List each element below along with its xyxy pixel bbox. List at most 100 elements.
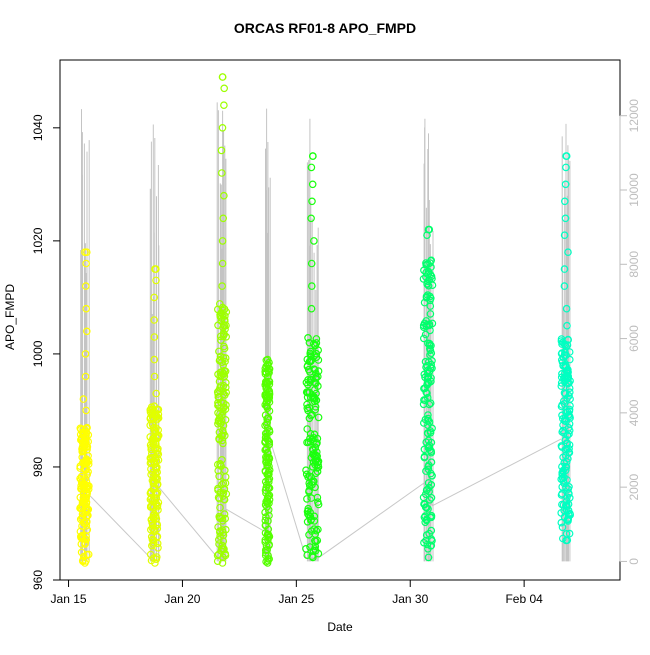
data-point — [214, 466, 223, 475]
data-point — [565, 379, 573, 387]
data-point — [218, 282, 226, 290]
data-point — [558, 462, 566, 471]
data-point — [562, 304, 571, 313]
data-point — [565, 444, 573, 453]
data-point — [424, 416, 433, 425]
data-point — [314, 413, 323, 422]
data-point — [214, 493, 223, 502]
data-point — [84, 550, 93, 559]
data-point — [421, 490, 430, 499]
data-point — [305, 472, 314, 481]
data-point — [220, 84, 229, 93]
data-point — [420, 538, 428, 547]
data-point — [264, 517, 272, 525]
data-point — [150, 333, 159, 341]
data-point — [313, 372, 322, 381]
data-point — [425, 483, 433, 492]
data-point — [423, 429, 432, 437]
y2-tick-label: 2000 — [627, 473, 641, 500]
data-point — [150, 372, 159, 381]
data-point — [427, 493, 436, 502]
data-point — [307, 304, 316, 313]
data-point — [220, 344, 229, 353]
data-point — [427, 272, 436, 281]
data-point — [302, 466, 310, 475]
data-point — [219, 390, 228, 399]
data-point — [81, 466, 90, 474]
data-point — [82, 282, 90, 290]
data-point — [422, 292, 431, 301]
data-point — [215, 347, 223, 356]
data-point — [313, 452, 322, 461]
data-point — [420, 319, 429, 328]
data-point — [423, 369, 432, 378]
data-point — [82, 406, 90, 415]
data-point — [304, 406, 312, 415]
data-point — [309, 477, 318, 486]
data-point — [146, 441, 155, 449]
data-point — [423, 378, 432, 386]
y-tick-label: 1040 — [31, 114, 45, 141]
data-point — [264, 491, 273, 500]
data-point — [150, 477, 159, 486]
data-point — [218, 544, 226, 553]
data-point — [219, 404, 228, 412]
data-point — [565, 384, 574, 393]
data-point — [217, 419, 225, 428]
data-point — [79, 395, 88, 403]
data-point — [152, 555, 161, 564]
data-point — [304, 333, 312, 342]
data-point — [78, 512, 87, 521]
data-point — [263, 372, 272, 381]
data-point — [421, 396, 429, 405]
data-point — [264, 367, 273, 376]
data-point — [424, 465, 433, 474]
data-point — [310, 536, 319, 545]
data-point — [79, 557, 87, 566]
data-point — [566, 401, 574, 410]
data-point — [312, 526, 321, 535]
data-point — [558, 428, 567, 436]
data-point — [314, 525, 322, 534]
data-point — [420, 452, 429, 461]
data-point — [305, 486, 313, 495]
data-point — [558, 474, 567, 483]
data-point — [305, 338, 314, 347]
data-point — [307, 282, 316, 290]
data-point — [265, 380, 274, 389]
data-point — [313, 536, 322, 545]
data-point — [152, 389, 161, 398]
data-point — [423, 279, 431, 288]
data-point — [563, 369, 572, 378]
data-point — [425, 341, 434, 350]
data-point — [83, 517, 91, 526]
flight-points-RF01 — [76, 248, 93, 567]
x-tick-label: Feb 04 — [505, 592, 543, 606]
data-point — [424, 339, 432, 348]
data-point — [82, 521, 91, 530]
data-point — [313, 464, 321, 472]
data-point — [217, 336, 225, 345]
data-point — [263, 355, 272, 364]
data-point — [557, 518, 566, 527]
data-point — [261, 549, 270, 557]
data-point — [313, 493, 322, 502]
data-point — [146, 503, 155, 511]
chart-title: ORCAS RF01-8 APO_FMPD — [233, 20, 417, 36]
data-point — [310, 525, 319, 533]
x-tick-label: Jan 20 — [164, 592, 200, 606]
data-point — [220, 101, 228, 110]
data-point — [153, 532, 162, 541]
data-point — [421, 330, 430, 339]
data-point — [83, 470, 92, 479]
y2-tick-label: 12000 — [627, 99, 641, 133]
data-point — [423, 380, 432, 389]
data-point — [153, 468, 162, 477]
data-point — [154, 506, 162, 514]
data-point — [149, 513, 158, 522]
data-point — [562, 536, 570, 545]
data-point — [261, 508, 269, 517]
data-point — [313, 467, 322, 476]
data-point — [560, 265, 569, 273]
